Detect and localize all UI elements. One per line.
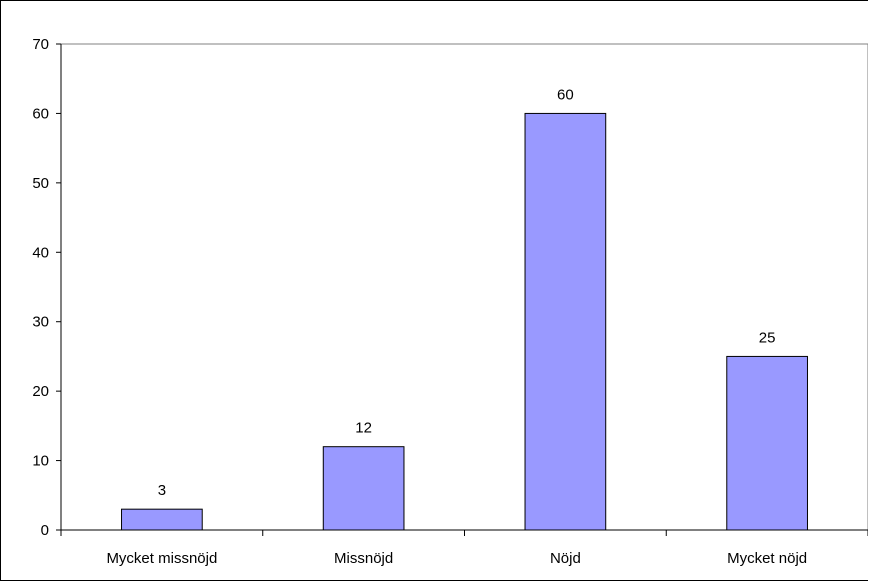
y-tick-label: 20	[32, 383, 49, 400]
bar-data-label: 12	[355, 420, 372, 437]
y-tick-label: 40	[32, 244, 49, 261]
y-tick-label: 10	[32, 453, 49, 470]
x-category-label: Missnöjd	[334, 550, 393, 567]
y-tick-label: 70	[32, 36, 49, 53]
bar-data-label: 3	[158, 482, 166, 499]
bar	[122, 509, 203, 530]
y-tick-label: 30	[32, 314, 49, 331]
bar	[323, 447, 404, 530]
bar-data-label: 60	[557, 86, 574, 103]
y-tick-label: 60	[32, 105, 49, 122]
bar	[525, 113, 606, 530]
x-category-label: Mycket missnöjd	[106, 550, 217, 567]
x-category-label: Nöjd	[550, 550, 581, 567]
bar-data-label: 25	[759, 329, 776, 346]
y-tick-label: 0	[41, 522, 49, 539]
y-tick-label: 50	[32, 175, 49, 192]
x-category-label: Mycket nöjd	[727, 550, 807, 567]
bar	[727, 356, 808, 530]
